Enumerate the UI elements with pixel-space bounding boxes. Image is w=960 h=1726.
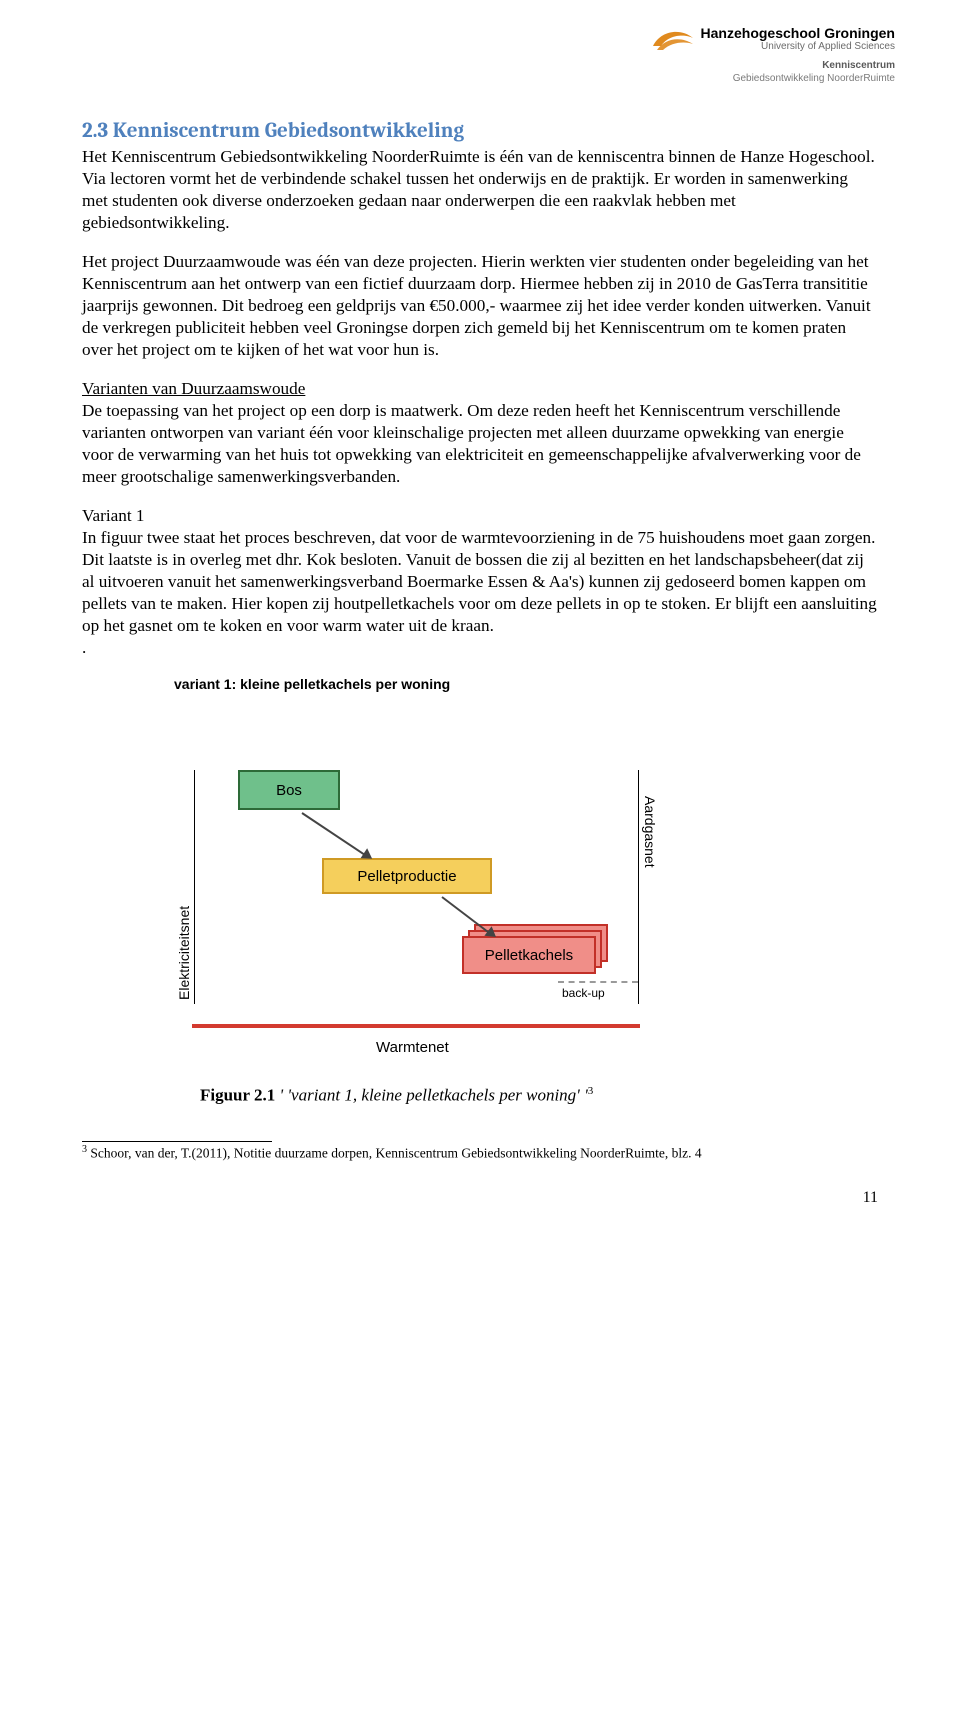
caption-bold: Figuur 2.1 — [200, 1086, 275, 1105]
axis-right-label: Aardgasnet — [640, 796, 658, 868]
caption-italic: ' 'variant 1, kleine pelletkachels per w… — [280, 1086, 588, 1105]
box-bos: Bos — [238, 770, 340, 810]
backup-dash — [558, 981, 638, 983]
figure-caption: Figuur 2.1 ' 'variant 1, kleine pelletka… — [200, 1084, 878, 1106]
logo-kc-line2: Gebiedsontwikkeling NoorderRuimte — [651, 73, 895, 86]
warmtenet-label: Warmtenet — [376, 1038, 449, 1057]
box-pelletkachels: Pelletkachels — [462, 936, 596, 974]
section-heading: 2.3 Kenniscentrum Gebiedsontwikkeling — [82, 118, 878, 145]
header-logo: Hanzehogeschool Groningen University of … — [651, 24, 895, 86]
variant1-block: Variant 1 In figuur twee staat het proce… — [82, 505, 878, 637]
variant1-title: Variant 1 — [82, 506, 145, 525]
stray-dot: . — [82, 637, 878, 659]
paragraph-3: De toepassing van het project op een dor… — [82, 401, 861, 486]
logo-main-text: Hanzehogeschool Groningen — [701, 25, 895, 43]
footnote-text: Schoor, van der, T.(2011), Notitie duurz… — [87, 1145, 702, 1160]
hanze-swirl-icon — [651, 24, 695, 54]
box-pelletproductie: Pelletproductie — [322, 858, 492, 894]
paragraph-1: Het Kenniscentrum Gebiedsontwikkeling No… — [82, 146, 878, 234]
varianten-title: Varianten van Duurzaamswoude — [82, 379, 305, 398]
axis-right-line — [638, 770, 639, 1004]
paragraph-4: In figuur twee staat het proces beschrev… — [82, 528, 877, 635]
diagram-container: variant 1: kleine pelletkachels per woni… — [152, 676, 878, 1078]
footnote: 3 Schoor, van der, T.(2011), Notitie duu… — [82, 1144, 878, 1162]
paragraph-2: Het project Duurzaamwoude was één van de… — [82, 251, 878, 361]
backup-label: back-up — [562, 986, 605, 1001]
footnote-rule — [82, 1141, 272, 1142]
logo-kc-line1: Kenniscentrum — [651, 60, 895, 73]
arrow-bos-to-prod — [301, 812, 368, 858]
page-number: 11 — [82, 1188, 878, 1208]
diagram-title: variant 1: kleine pelletkachels per woni… — [174, 676, 878, 694]
warmtenet-line — [192, 1024, 640, 1028]
diagram-canvas: Elektriciteitsnet Aardgasnet Bos Pelletprod… — [152, 708, 672, 1078]
axis-left-line — [194, 770, 195, 1004]
varianten-block: Varianten van Duurzaamswoude De toepassi… — [82, 378, 878, 488]
axis-left-label: Elektriciteitsnet — [176, 906, 194, 1000]
caption-sup: 3 — [588, 1085, 594, 1097]
arrow-prod-to-kachels — [441, 896, 492, 936]
